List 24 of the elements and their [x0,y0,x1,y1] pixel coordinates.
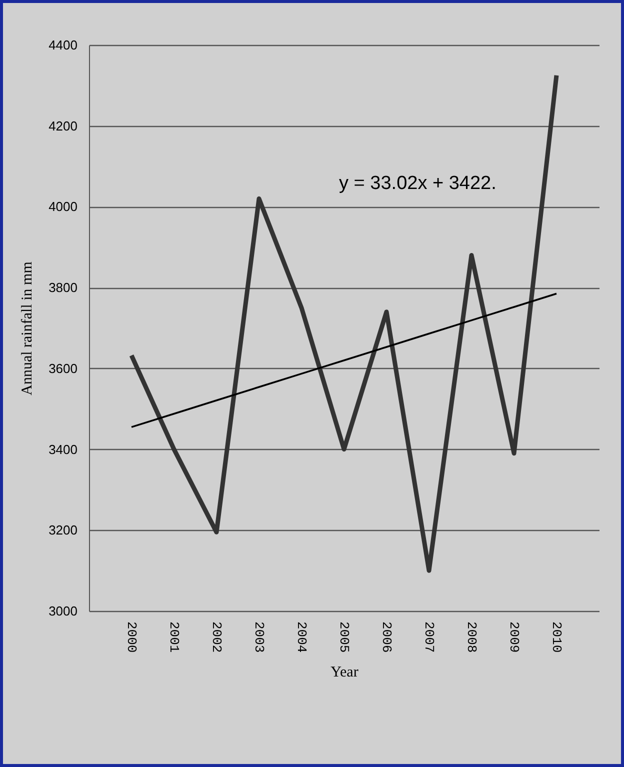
x-tick-label: 2004 [294,622,309,653]
y-tick-label: 4000 [48,199,78,214]
line-series [129,73,559,573]
y-tick-label: 3400 [48,442,78,457]
x-tick-label: 2005 [336,622,352,653]
x-tick-label: 2006 [379,622,394,653]
y-tick-label: 4400 [48,38,78,52]
y-tick-label: 3200 [48,522,78,538]
y-tick-label: 3000 [48,604,78,618]
x-tick-label: 2000 [124,622,139,653]
x-tick-label: 2001 [166,622,182,653]
annotation: y = 33.02x + 3422. [339,173,496,194]
x-tick-label: 2009 [506,622,522,653]
y-tick-label: 3800 [48,280,78,296]
x-tick-label: 2002 [209,622,224,653]
y-axis-title: Annual rainfall in mm [20,261,36,396]
line-series [130,292,558,428]
x-tick-label: 2010 [549,622,564,653]
x-tick-label: 2003 [252,622,266,653]
x-axis-title: Year [330,664,358,681]
y-tick-label: 3600 [48,360,78,376]
x-tick-label: 2007 [422,622,436,653]
x-tick-label: 2008 [464,622,479,653]
y-tick-label: 4200 [48,118,78,134]
